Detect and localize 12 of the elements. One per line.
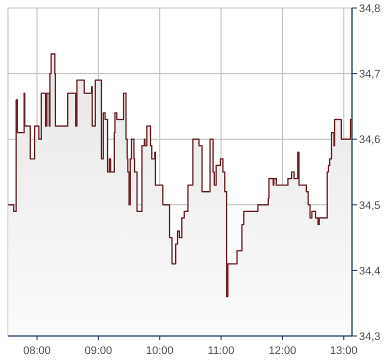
y-tick-label: 34,7 — [359, 68, 380, 81]
y-tick-label: 34,3 — [359, 331, 380, 343]
y-tick-label: 34,6 — [359, 134, 380, 146]
x-tick-label: 12:00 — [268, 345, 296, 357]
x-tick-label: 09:00 — [84, 345, 112, 357]
x-tick-label: 13:00 — [330, 345, 358, 357]
y-tick-label: 34,5 — [359, 200, 380, 212]
x-tick-label: 11:00 — [208, 345, 234, 357]
x-tick-label: 08:00 — [23, 345, 51, 357]
x-tick-label: 10:00 — [146, 345, 174, 357]
y-tick-label: 34,4 — [359, 265, 380, 278]
y-tick-label: 34,8 — [359, 3, 380, 15]
